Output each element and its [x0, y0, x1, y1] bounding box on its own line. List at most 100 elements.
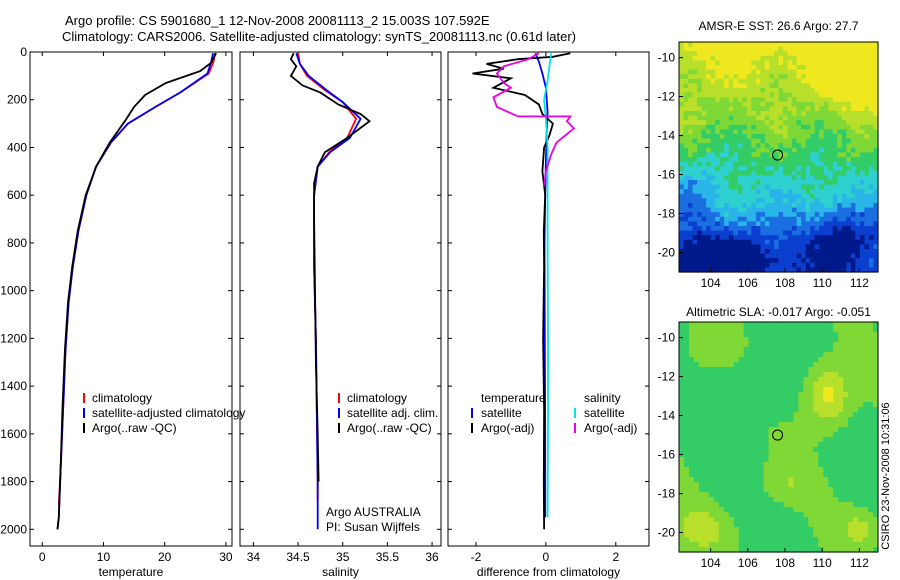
x-tick-label: 0 [543, 550, 550, 564]
heatmap-cell [737, 55, 743, 61]
heatmap-cell [710, 221, 716, 227]
heatmap-cell [692, 184, 698, 190]
heatmap-cell [679, 88, 685, 94]
heatmap-cell [743, 417, 750, 423]
heatmap-cell [846, 51, 852, 57]
heatmap-cell [723, 447, 730, 453]
heatmap-cell [873, 422, 879, 428]
heatmap-cell [823, 147, 829, 153]
heatmap-cell [679, 180, 685, 186]
heatmap-cell [848, 452, 854, 458]
heatmap-cell [801, 88, 807, 94]
heatmap-cell [738, 352, 745, 358]
heatmap-cell [853, 427, 859, 433]
heatmap-cell [873, 372, 879, 378]
heatmap-cell [873, 83, 879, 89]
heatmap-cell [728, 249, 734, 255]
heatmap-cell [737, 106, 743, 112]
heatmap-cell [719, 129, 725, 135]
heatmap-cell [768, 532, 775, 538]
heatmap-cell [733, 512, 740, 518]
heatmap-cell [742, 235, 748, 241]
heatmap-cell [706, 175, 712, 181]
heatmap-cell [828, 74, 834, 80]
heatmap-cell [810, 83, 816, 89]
heatmap-cell [810, 69, 816, 75]
heatmap-cell [796, 88, 802, 94]
heatmap-cell [748, 422, 755, 428]
heatmap-cell [693, 362, 700, 368]
heatmap-cell [783, 382, 790, 388]
heatmap-cell [846, 65, 852, 71]
heatmap-cell [697, 78, 703, 84]
heatmap-cell [688, 101, 694, 107]
heatmap-cell [742, 198, 748, 204]
heatmap-cell [753, 427, 760, 433]
heatmap-cell [760, 262, 766, 268]
heatmap-cell [833, 492, 839, 498]
heatmap-cell [805, 170, 811, 176]
heatmap-cell [841, 134, 847, 140]
heatmap-cell [679, 507, 685, 513]
heatmap-cell [710, 83, 716, 89]
heatmap-cell [728, 402, 735, 408]
heatmap-cell [792, 198, 798, 204]
heatmap-cell [863, 462, 869, 468]
heatmap-cell [755, 88, 762, 94]
heatmap-cell [773, 175, 780, 181]
heatmap-cell [819, 147, 825, 153]
heatmap-cell [693, 417, 700, 423]
heatmap-cell [728, 216, 734, 222]
heatmap-cell [701, 226, 707, 232]
heatmap-cell [715, 55, 721, 61]
heatmap-cell [738, 357, 745, 363]
heatmap-cell [753, 532, 760, 538]
heatmap-cell [768, 497, 775, 503]
heatmap-cell [723, 457, 730, 463]
heatmap-cell [728, 239, 734, 245]
heatmap-cell [783, 74, 789, 80]
heatmap-cell [701, 138, 707, 144]
heatmap-cell [683, 382, 690, 388]
heatmap-cell [850, 83, 856, 89]
heatmap-cell [837, 78, 843, 84]
heatmap-cell [769, 55, 775, 61]
heatmap-cell [679, 221, 685, 227]
heatmap-cell [773, 397, 780, 403]
heatmap-cell [808, 352, 814, 358]
heatmap-cell [828, 120, 834, 126]
heatmap-cell [763, 347, 770, 353]
heatmap-cell [723, 532, 730, 538]
heatmap-cell [783, 166, 789, 172]
heatmap-cell [783, 216, 789, 222]
heatmap-cell [698, 397, 705, 403]
heatmap-cell [733, 216, 739, 222]
heatmap-cell [805, 143, 811, 149]
heatmap-cell [783, 239, 789, 245]
heatmap-cell [758, 417, 765, 423]
heatmap-cell [706, 203, 712, 209]
heatmap-cell [760, 83, 766, 89]
heatmap-cell [773, 74, 780, 80]
heatmap-cell [728, 51, 734, 57]
heatmap-cell [773, 42, 780, 48]
heatmap-cell [728, 60, 734, 66]
heatmap-cell [850, 189, 856, 195]
heatmap-cell [788, 482, 795, 488]
heatmap-cell [868, 258, 875, 264]
heatmap-cell [701, 262, 707, 268]
heatmap-cell [788, 402, 795, 408]
heatmap-cell [846, 111, 852, 117]
heatmap-cell [832, 170, 838, 176]
heatmap-cell [848, 457, 854, 463]
heatmap-cell [837, 157, 843, 163]
heatmap-cell [864, 267, 870, 273]
heatmap-cell [746, 74, 752, 80]
heatmap-cell [808, 382, 814, 388]
heatmap-cell [819, 83, 825, 89]
heatmap-cell [758, 362, 765, 368]
heatmap-cell [787, 161, 793, 167]
heatmap-cell [733, 452, 740, 458]
heatmap-cell [768, 442, 775, 448]
heatmap-cell [855, 69, 861, 75]
